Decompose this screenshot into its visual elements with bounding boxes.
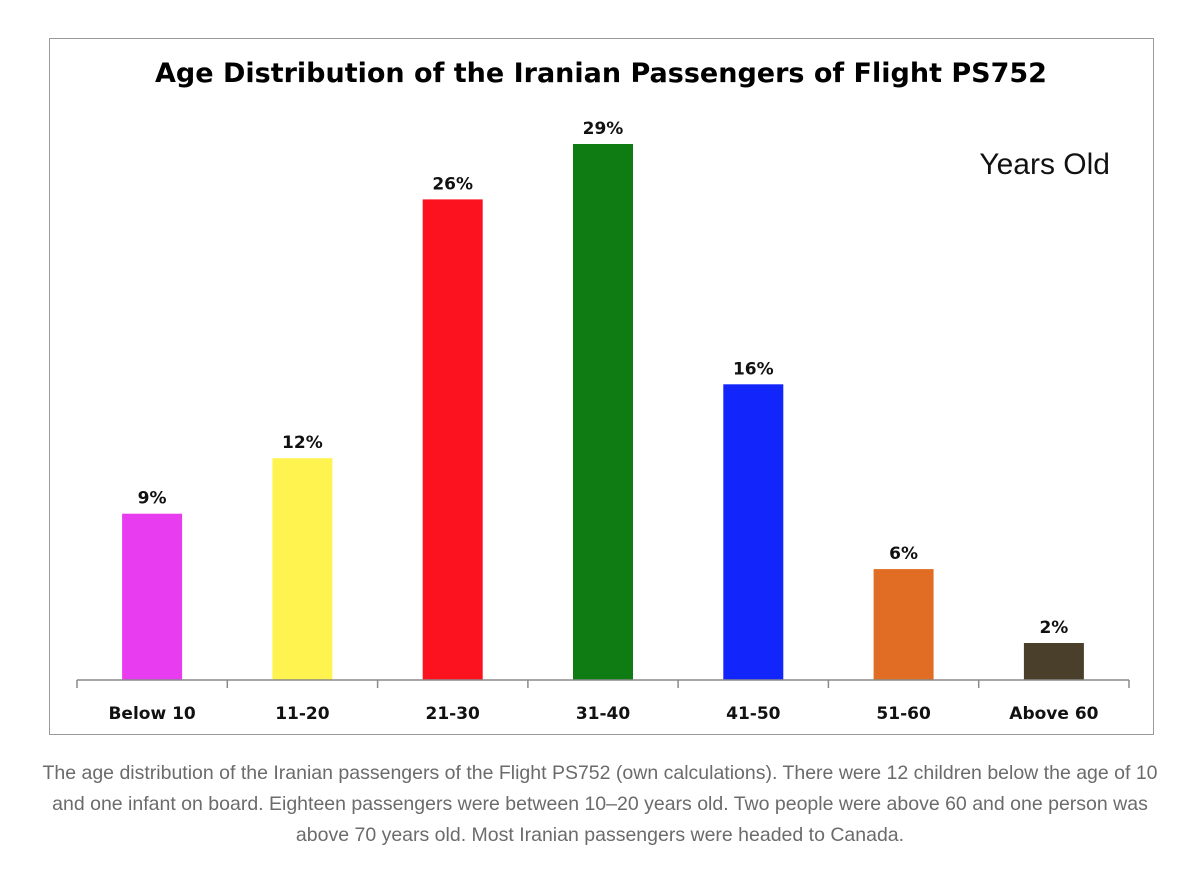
bar-41-50 bbox=[723, 384, 784, 680]
x-tick-label: 11-20 bbox=[275, 704, 330, 724]
bar-31-40 bbox=[573, 144, 633, 680]
data-label: 16% bbox=[733, 359, 774, 379]
x-tick-label: 21-30 bbox=[426, 704, 481, 724]
bars-layer: 9% 12% 26% 29% 16% 6% 2% bbox=[122, 119, 1084, 680]
x-tick-label: 31-40 bbox=[576, 704, 631, 724]
x-tick-label: 51-60 bbox=[876, 704, 931, 724]
data-label: 9% bbox=[138, 489, 167, 509]
x-tick-label: Below 10 bbox=[108, 704, 195, 724]
figure-caption: The age distribution of the Iranian pass… bbox=[42, 762, 1158, 846]
data-label: 2% bbox=[1039, 618, 1068, 638]
bar-51-60 bbox=[873, 569, 934, 680]
chart-frame: Age Distribution of the Iranian Passenge… bbox=[49, 38, 1154, 735]
unit-note: Years Old bbox=[979, 148, 1110, 181]
data-label: 12% bbox=[282, 433, 323, 453]
x-axis: Below 10 11-20 21-30 31-40 41-50 51-60 Above 6… bbox=[76, 679, 1130, 724]
chart-title: Age Distribution of the Iranian Passenge… bbox=[155, 58, 1047, 89]
bar-21-30 bbox=[422, 199, 483, 680]
bar-11-20 bbox=[272, 458, 333, 680]
bar-chart: Age Distribution of the Iranian Passenge… bbox=[76, 58, 1130, 724]
data-label: 6% bbox=[889, 544, 918, 564]
bar-below-10 bbox=[122, 513, 183, 680]
data-label: 29% bbox=[583, 119, 624, 139]
x-tick-label: Above 60 bbox=[1009, 704, 1098, 724]
bar-above-60 bbox=[1023, 643, 1084, 680]
data-label: 26% bbox=[432, 174, 473, 194]
x-tick-label: 41-50 bbox=[726, 704, 781, 724]
